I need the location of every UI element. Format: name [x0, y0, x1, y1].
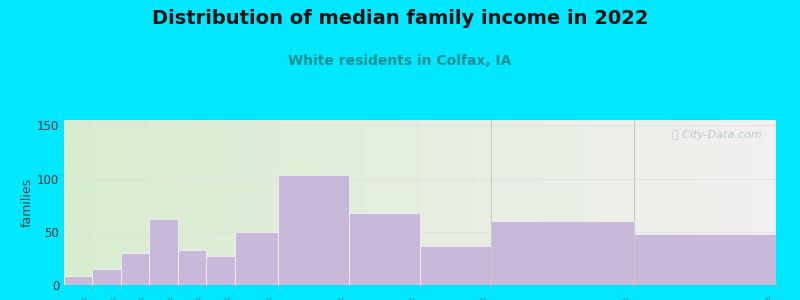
- Bar: [349, 213, 420, 285]
- Bar: [491, 221, 634, 285]
- Bar: [64, 277, 93, 285]
- Bar: [150, 219, 178, 285]
- Bar: [121, 253, 150, 285]
- Bar: [206, 256, 235, 285]
- Y-axis label: families: families: [21, 178, 34, 227]
- Bar: [178, 250, 206, 285]
- Text: White residents in Colfax, IA: White residents in Colfax, IA: [288, 54, 512, 68]
- Text: Distribution of median family income in 2022: Distribution of median family income in …: [152, 9, 648, 28]
- Bar: [278, 176, 349, 285]
- Text: Ⓢ City-Data.com: Ⓢ City-Data.com: [672, 130, 762, 140]
- Bar: [235, 232, 278, 285]
- Bar: [93, 269, 121, 285]
- Bar: [420, 246, 491, 285]
- Bar: [634, 234, 776, 285]
